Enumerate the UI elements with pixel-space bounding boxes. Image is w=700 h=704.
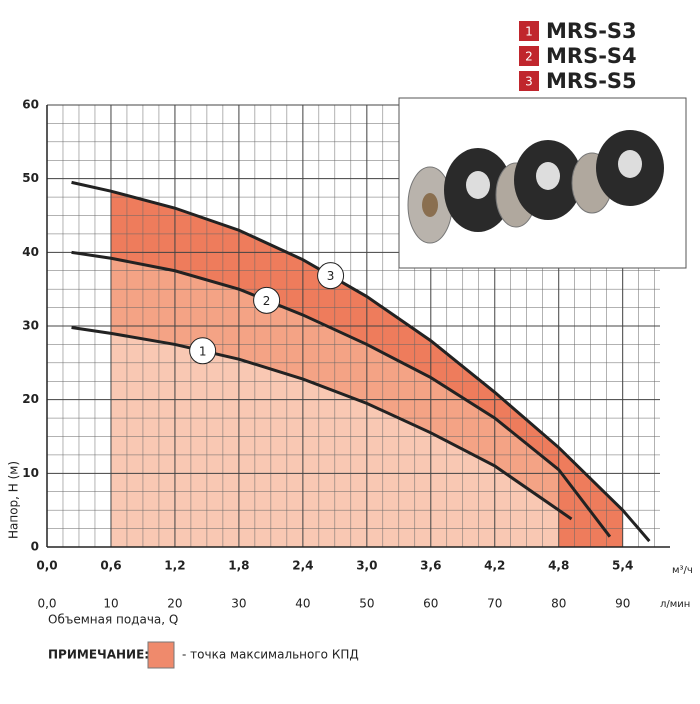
curve-number: 3	[327, 269, 335, 283]
curve	[71, 180, 651, 543]
y-tick-label: 50	[22, 171, 39, 185]
x2-tick-label: 90	[615, 597, 630, 611]
x2-tick-label: 70	[487, 597, 502, 611]
note-swatch	[147, 641, 175, 669]
x-tick-label: 5,4	[612, 559, 633, 573]
curve-badge	[189, 337, 217, 365]
legend-box	[519, 46, 539, 66]
note-text: - точка максимального КПД	[182, 648, 359, 662]
curve-badge	[253, 286, 281, 314]
x2-tick-label: 50	[359, 597, 374, 611]
legend-label: MRS-S5	[546, 69, 637, 93]
x-tick-label: 0,6	[100, 559, 121, 573]
plot: 1 2 3	[46, 104, 670, 548]
y-tick-label: 10	[22, 466, 39, 480]
x-axis-label: Объемная подача, Q	[48, 613, 178, 627]
legend-number: 3	[525, 75, 533, 89]
x2-tick-label: 0,0	[37, 597, 56, 611]
x-tick-label: 1,2	[164, 559, 185, 573]
x-tick-label: 3,0	[356, 559, 377, 573]
x2-tick-label: 80	[551, 597, 566, 611]
x-tick-label: 4,8	[548, 559, 569, 573]
curve-number: 2	[263, 294, 271, 308]
legend-number: 2	[525, 50, 533, 64]
curve-number: 1	[199, 344, 207, 358]
x2-unit: л/мин	[660, 599, 690, 610]
legend-box	[519, 21, 539, 41]
x-unit: м³/ч	[672, 565, 693, 576]
curve	[71, 250, 612, 538]
y-tick-label: 30	[22, 319, 39, 333]
x2-tick-label: 40	[295, 597, 310, 611]
note-label: ПРИМЕЧАНИЕ:	[48, 648, 149, 662]
y-tick-label: 60	[22, 98, 39, 112]
x2-tick-label: 10	[103, 597, 118, 611]
x-tick-label: 1,8	[228, 559, 249, 573]
photo	[398, 97, 687, 269]
y-tick-label: 0	[31, 540, 39, 554]
x-tick-label: 0,0	[36, 559, 57, 573]
legend-label: MRS-S3	[546, 19, 637, 43]
legend-box	[519, 71, 539, 91]
x-tick-label: 4,2	[484, 559, 505, 573]
x2-tick-label: 30	[231, 597, 246, 611]
y-tick-label: 20	[22, 392, 39, 406]
x2-tick-label: 20	[167, 597, 182, 611]
x-tick-label: 3,6	[420, 559, 441, 573]
y-axis-label: Напор, Н (м)	[7, 461, 21, 539]
x2-tick-label: 60	[423, 597, 438, 611]
legend-label: MRS-S4	[546, 44, 637, 68]
curve	[71, 325, 573, 521]
x-tick-label: 2,4	[292, 559, 313, 573]
curve-badge	[317, 262, 345, 290]
legend-number: 1	[525, 25, 533, 39]
y-tick-label: 40	[22, 245, 39, 259]
